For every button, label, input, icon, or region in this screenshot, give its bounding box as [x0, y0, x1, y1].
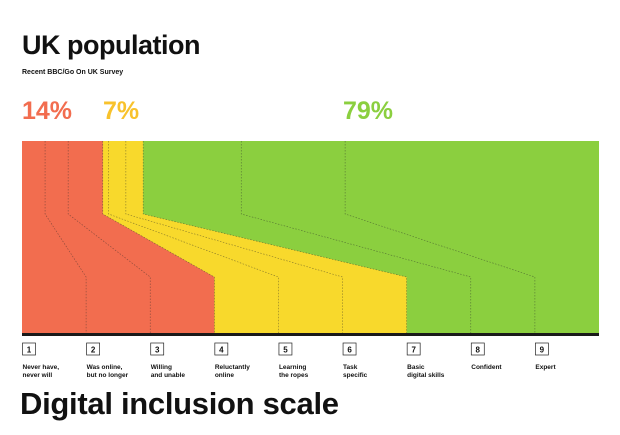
- summary-percent-offline: 14%: [22, 97, 73, 125]
- category-number-box-2: [86, 342, 100, 356]
- category-label-5-line2: the ropes: [279, 372, 309, 379]
- category-number-box-9: [535, 342, 549, 356]
- category-number-4: 4: [219, 346, 224, 355]
- category-label-7: Basic: [407, 364, 425, 371]
- summary-percent-online: 79%: [343, 97, 394, 125]
- category-number-box-6: [342, 342, 357, 356]
- category-label-7-line2: digital skills: [407, 372, 445, 379]
- x-axis-line: [22, 333, 599, 336]
- category-label-2: Was online,: [87, 364, 123, 371]
- category-label-1-line2: never will: [23, 372, 53, 379]
- category-number-1: 1: [27, 346, 32, 355]
- category-divider-5: [125, 141, 343, 333]
- band-offline: [22, 141, 215, 333]
- category-label-8: Confident: [471, 364, 502, 371]
- category-number-box-5: [278, 342, 293, 356]
- category-label-2-line2: but no longer: [87, 372, 129, 379]
- category-divider-3: [102, 141, 215, 333]
- category-number-box-1: [22, 342, 36, 356]
- category-number-7: 7: [411, 346, 416, 355]
- category-number-3: 3: [155, 346, 160, 355]
- category-number-box-8: [470, 342, 485, 356]
- category-divider-4: [108, 141, 279, 333]
- category-label-4: Reluctantly: [215, 364, 250, 371]
- category-number-6: 6: [347, 346, 352, 355]
- category-label-1: Never have,: [23, 364, 60, 371]
- category-number-5: 5: [283, 346, 288, 355]
- category-divider-6: [142, 141, 407, 333]
- category-number-2: 2: [91, 346, 96, 355]
- category-number-box-3: [150, 342, 165, 356]
- band-reluctant: [102, 141, 407, 333]
- category-label-4-line2: online: [215, 372, 235, 379]
- category-label-3: Willing: [151, 364, 172, 371]
- category-label-5: Learning: [279, 364, 306, 371]
- category-number-9: 9: [540, 346, 545, 355]
- chart-subtitle: Recent BBC/Go On UK Survey: [22, 69, 124, 76]
- category-divider-8: [344, 141, 536, 333]
- category-label-9: Expert: [535, 364, 556, 371]
- category-divider-2: [67, 141, 151, 333]
- category-label-6-line2: specific: [343, 372, 368, 379]
- category-divider-7: [240, 141, 472, 333]
- x-axis-title: Digital inclusion scale: [20, 386, 339, 421]
- category-label-3-line2: and unable: [151, 372, 186, 379]
- category-number-box-7: [406, 342, 421, 356]
- category-number-box-4: [214, 342, 229, 356]
- category-number-8: 8: [476, 346, 481, 355]
- category-label-6: Task: [343, 364, 358, 371]
- chart-title: UK population: [22, 30, 200, 60]
- summary-percent-reluctant: 7%: [103, 97, 140, 125]
- category-divider-1: [44, 141, 87, 333]
